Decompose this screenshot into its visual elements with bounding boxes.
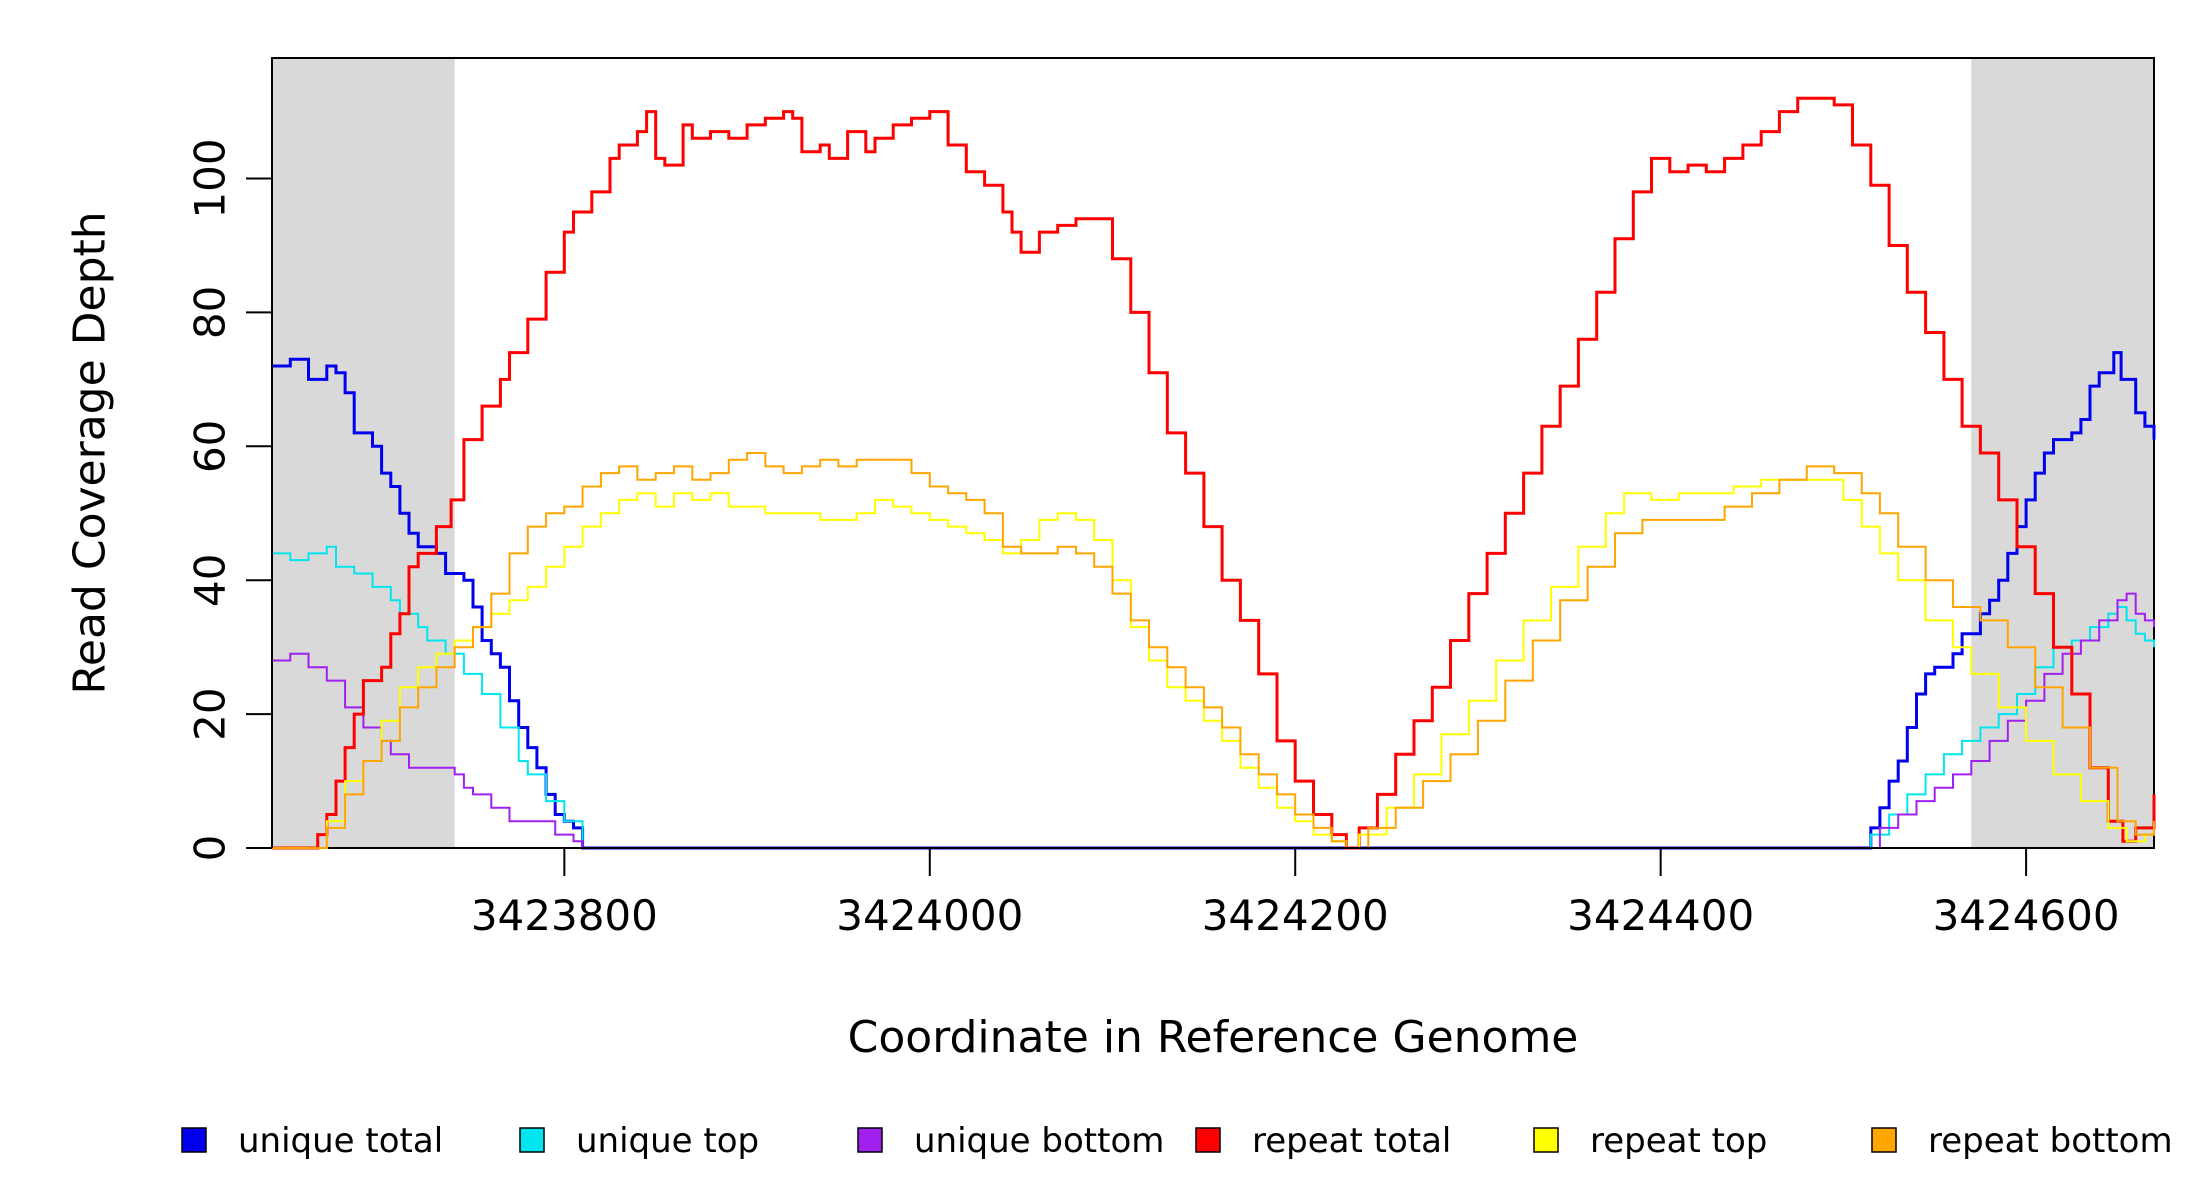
x-tick-label: 3423800 <box>471 891 658 940</box>
axes: 3423800 3424000 3424200 3424400 3424600 0 20 40… <box>186 138 2120 940</box>
series-line-repeat-total <box>272 96 2156 850</box>
series-line-unique-total <box>272 351 2156 850</box>
legend-label: repeat total <box>1252 1121 1451 1161</box>
y-axis-title: Read Coverage Depth <box>65 211 116 694</box>
legend-item-unique-bottom: unique bottom <box>857 1121 1164 1161</box>
legend-label: unique bottom <box>914 1121 1164 1161</box>
legend-item-repeat-bottom: repeat bottom <box>1871 1121 2173 1161</box>
legend-swatch <box>857 1127 883 1153</box>
x-tick-label: 3424400 <box>1567 891 1754 940</box>
x-tick-label: 3424600 <box>1933 891 2120 940</box>
legend-item-unique-total: unique total <box>181 1121 443 1161</box>
x-axis-title: Coordinate in Reference Genome <box>848 1012 1579 1063</box>
series-lines <box>272 96 2156 850</box>
legend-label: repeat bottom <box>1928 1121 2173 1161</box>
legend-swatch <box>1533 1127 1559 1153</box>
legend-item-repeat-total: repeat total <box>1195 1121 1451 1161</box>
shaded-regions <box>272 58 2154 848</box>
legend-label: unique total <box>238 1121 443 1161</box>
series-line-repeat-top <box>272 478 2155 849</box>
legend-label: repeat top <box>1590 1121 1767 1161</box>
legend-swatch <box>181 1127 207 1153</box>
legend: unique total unique top unique bottom repea… <box>181 1121 2173 1161</box>
legend-label: unique top <box>576 1121 759 1161</box>
legend-item-unique-top: unique top <box>519 1121 759 1161</box>
y-tick-label: 20 <box>186 687 235 740</box>
y-tick-label: 60 <box>186 420 235 473</box>
legend-item-repeat-top: repeat top <box>1533 1121 1767 1161</box>
y-tick-label: 0 <box>186 835 235 862</box>
y-tick-label: 40 <box>186 553 235 606</box>
legend-swatch <box>519 1127 545 1153</box>
shaded-region-1 <box>272 58 455 848</box>
x-tick-label: 3424000 <box>836 891 1023 940</box>
y-tick-label: 80 <box>186 286 235 339</box>
y-tick-label: 100 <box>186 138 235 218</box>
x-tick-label: 3424200 <box>1202 891 1389 940</box>
series-line-repeat-bottom <box>272 452 2155 849</box>
legend-swatch <box>1195 1127 1221 1153</box>
legend-swatch <box>1871 1127 1897 1153</box>
